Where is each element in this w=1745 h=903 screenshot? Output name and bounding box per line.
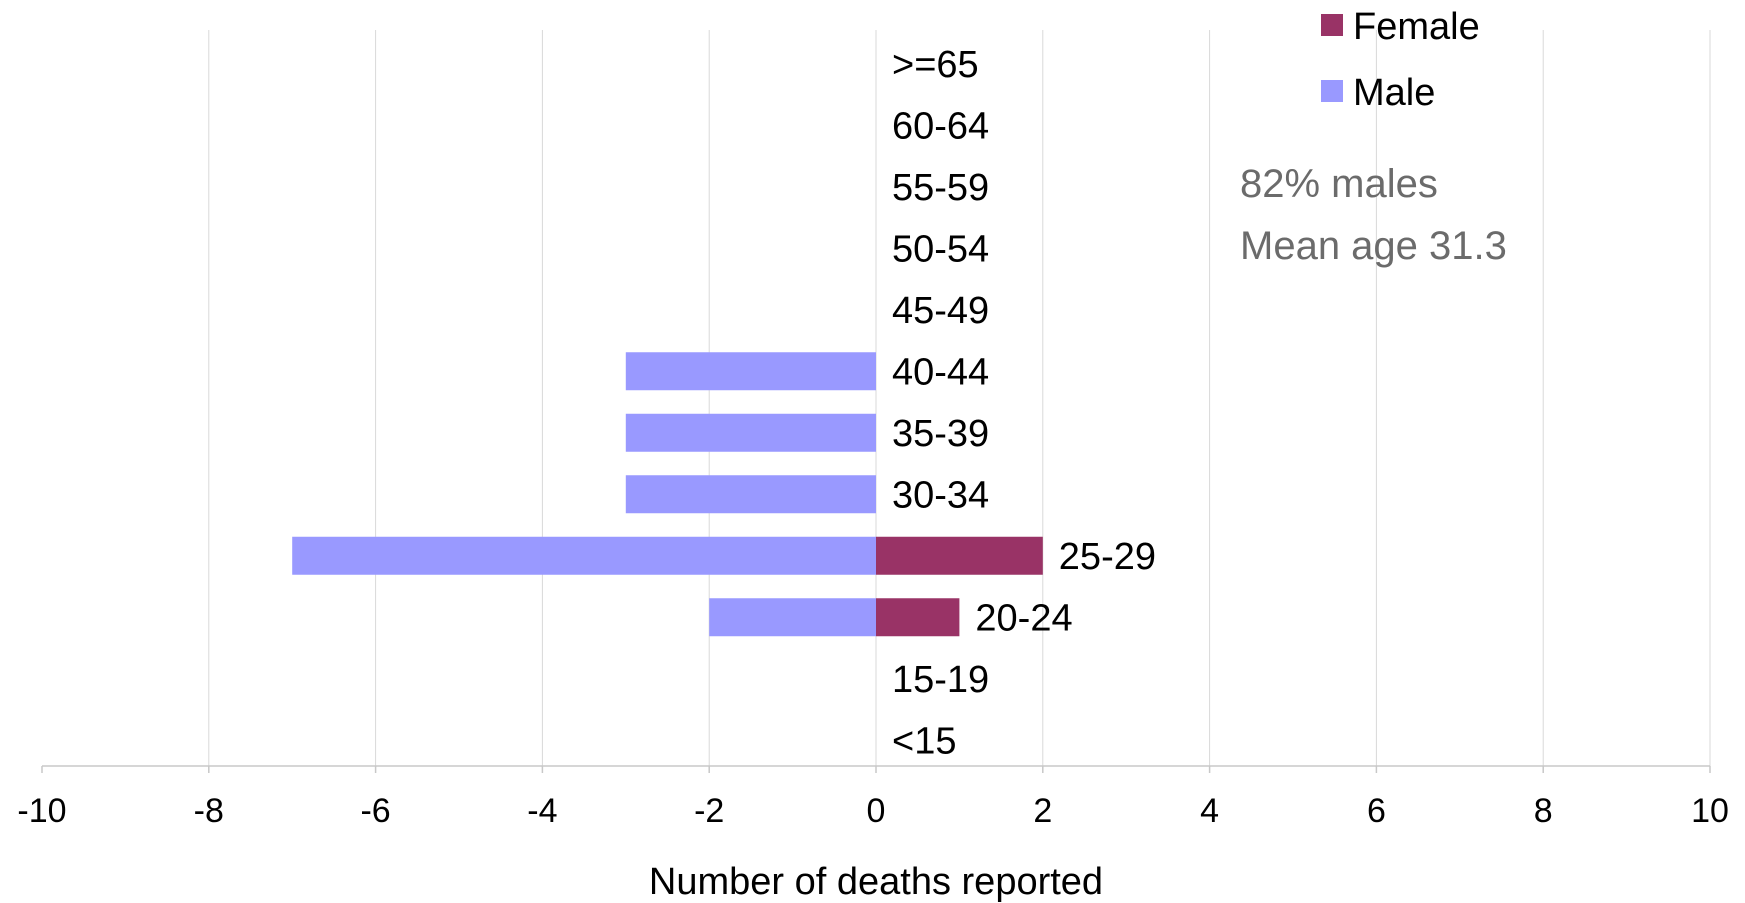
legend-label: Female	[1353, 6, 1480, 48]
gridlines	[208, 30, 1711, 766]
annotation-text: Mean age 31.3	[1240, 224, 1507, 268]
x-axis-title: Number of deaths reported	[649, 861, 1103, 903]
bar-male	[625, 475, 876, 514]
annotations: 82% males Mean age 31.3	[1240, 162, 1507, 268]
category-label: <15	[892, 720, 956, 762]
category-label: 20-24	[975, 597, 1072, 639]
category-label: 30-34	[892, 474, 989, 516]
bar-male	[625, 413, 876, 452]
x-tick-label: 6	[1367, 792, 1386, 830]
bar-male	[625, 352, 876, 391]
legend: Female Male	[1321, 6, 1480, 114]
bar-female	[876, 598, 960, 637]
category-label: 60-64	[892, 105, 989, 147]
x-tick-label: 0	[867, 792, 886, 830]
x-tick-label: 8	[1534, 792, 1553, 830]
legend-swatch-female	[1321, 14, 1343, 36]
bar-female	[876, 536, 1043, 575]
x-axis: -10 -8 -6 -4 -2 0 2 4 6 8 10	[17, 765, 1729, 830]
x-tick-label: -4	[527, 792, 557, 830]
x-tick-label: 2	[1033, 792, 1052, 830]
legend-label: Male	[1353, 72, 1435, 114]
annotation-text: 82% males	[1240, 162, 1438, 206]
x-tick-label: -8	[194, 792, 224, 830]
x-tick-label: 10	[1691, 792, 1729, 830]
legend-swatch-male	[1321, 80, 1343, 102]
category-label: 40-44	[892, 351, 989, 393]
category-label: 50-54	[892, 228, 989, 270]
category-label: 15-19	[892, 659, 989, 701]
bars	[292, 352, 1043, 637]
category-label: 25-29	[1059, 536, 1156, 578]
x-tick-label: -10	[17, 792, 66, 830]
category-labels: >=65 60-64 55-59 50-54 45-49 40-44 35-39 30-34 2…	[892, 44, 1156, 763]
category-label: 55-59	[892, 167, 989, 209]
x-tick-label: -6	[360, 792, 390, 830]
category-label: 35-39	[892, 413, 989, 455]
bar-male	[292, 536, 876, 575]
x-tick-label: -2	[694, 792, 724, 830]
category-label: 45-49	[892, 290, 989, 332]
x-tick-label: 4	[1200, 792, 1219, 830]
category-label: >=65	[892, 44, 979, 86]
bar-male	[709, 598, 876, 637]
